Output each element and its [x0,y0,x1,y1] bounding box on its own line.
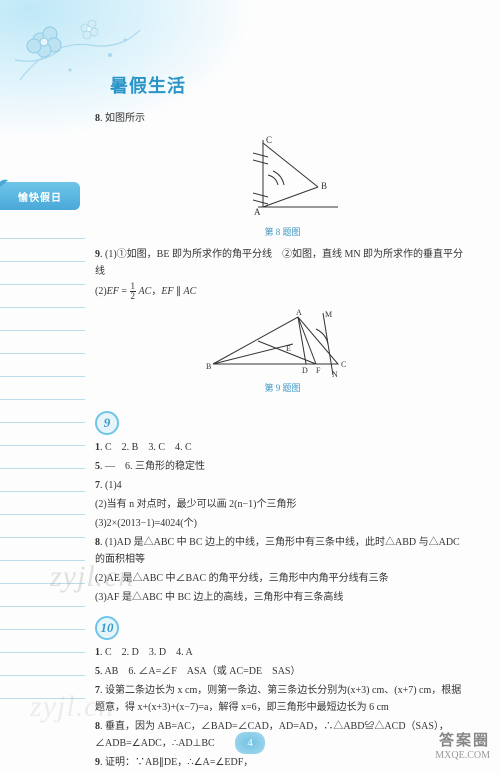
answer-item: (2)EF = 12 AC，EF ∥ AC [95,282,470,301]
svg-text:B: B [206,362,211,371]
badge-label: 愉快假日 [18,189,62,204]
answer-item: 8. 如图所示 [95,110,470,127]
section-circle-10: 10 [95,616,119,640]
answer-item: (2)AE 是△ABC 中∠BAC 的角平分线，三角形中内角平分线有三条 [95,570,470,587]
answer-item: 9. 证明：∵AB∥DE，∴∠A=∠EDF， [95,754,470,771]
content-area: 8. 如图所示 C B A 第 8 题图 9. (1)①如图，BE 即为所求 [95,110,470,773]
svg-text:E: E [286,344,291,353]
svg-text:N: N [332,370,338,379]
svg-text:C: C [266,135,272,145]
svg-text:F: F [316,366,321,375]
answer-item: 9. (1)①如图，BE 即为所求作的角平分线 ②如图，直线 MN 即为所求作的… [95,246,470,280]
svg-text:A: A [254,207,261,217]
svg-text:C: C [341,360,346,369]
figure-9-caption: 第 9 题图 [95,381,470,396]
answer-item: 7. (1)4 [95,477,470,494]
side-badge: 愉快假日 [0,182,80,210]
answer-item: (3)AF 是△ABC 中 BC 边上的高线，三角形中有三条高线 [95,589,470,606]
svg-text:A: A [296,309,302,317]
answer-item: (3)2×(2013−1)=4024(个) [95,515,470,532]
corner-logo: 答案圈 MXQE.COM [435,732,490,762]
answer-item: (2)当有 n 对点时，最少可以画 2(n−1)个三角形 [95,496,470,513]
svg-text:B: B [321,181,327,191]
answer-item: 5. — 6. 三角形的稳定性 [95,458,470,475]
figure-8-caption: 第 8 题图 [95,225,470,240]
answer-item: 7. 设第二条边长为 x cm，则第一条边、第三条边长分别为(x+3) cm、(… [95,682,470,716]
figure-8: C B A [95,135,470,223]
page-title: 暑假生活 [110,72,186,98]
answer-item: 5. AB 6. ∠A=∠F ASA（或 AC=DE SAS） [95,663,470,680]
ruled-lines [0,216,85,699]
svg-text:D: D [302,366,308,375]
page-number: 4 [235,732,265,754]
figure-9: A B C D F E M N [95,309,470,379]
answer-item: 8. 垂直，因为 AB=AC，∠BAD=∠CAD，AD=AD，∴△ABD≌△AC… [95,718,470,752]
answer-item: 1. C 2. D 3. D 4. A [95,644,470,661]
answer-item: 8. (1)AD 是△ABC 中 BC 边上的中线，三角形中有三条中线，此时△A… [95,534,470,568]
answer-item: 1. C 2. B 3. C 4. C [95,439,470,456]
section-circle-9: 9 [95,411,119,435]
svg-text:M: M [325,310,332,319]
